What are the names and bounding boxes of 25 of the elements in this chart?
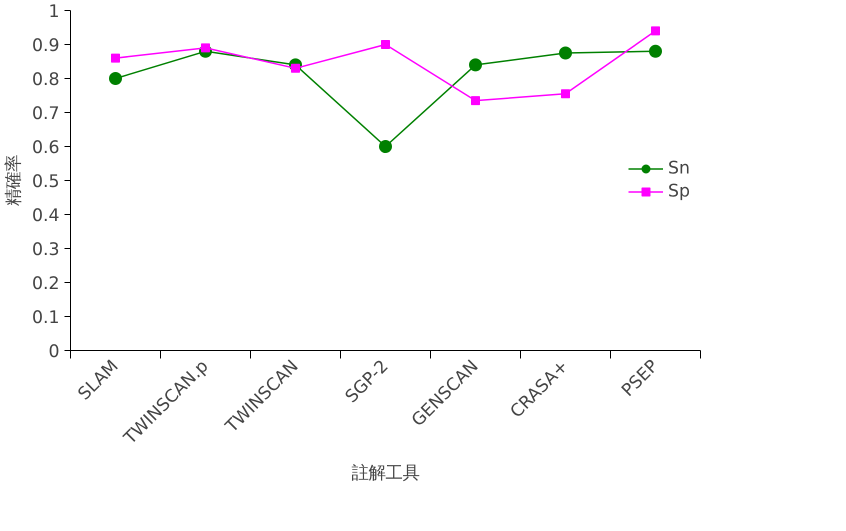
point (381, 40, 390, 49)
point (469, 58, 482, 72)
point (559, 46, 572, 60)
y-tick-label: 0.7 (32, 104, 60, 124)
y-tick-label: 0.3 (32, 240, 60, 260)
point (109, 72, 122, 85)
point (561, 89, 570, 98)
y-tick-label: 1 (48, 2, 60, 22)
legend-label: Sp (668, 182, 690, 202)
y-tick-label: 0.9 (32, 36, 60, 56)
y-tick-label: 0.6 (32, 138, 60, 158)
point (379, 140, 392, 153)
y-tick-label: 0.1 (32, 308, 60, 328)
y-tick-label: 0.8 (32, 70, 60, 90)
y-tick-label: 0.4 (32, 206, 60, 226)
point (651, 26, 660, 36)
legend-label: Sn (668, 158, 690, 178)
point (649, 44, 662, 58)
y-axis-title: 精確率 (4, 155, 24, 206)
point (471, 96, 480, 106)
point (111, 54, 120, 63)
x-axis-title: 註解工具 (352, 464, 420, 484)
y-tick-label: 0.2 (32, 274, 60, 294)
y-tick-label: 0 (48, 342, 60, 362)
y-tick-label: 0.5 (32, 172, 60, 192)
